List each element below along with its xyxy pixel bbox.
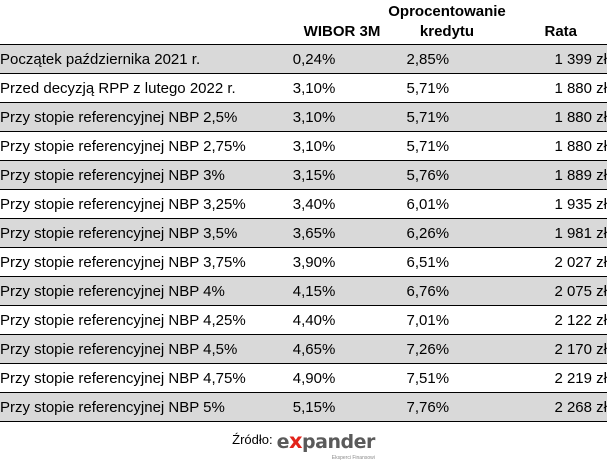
- expander-logo: expander Eksperci Finansowi: [276, 429, 376, 464]
- row-label: Przy stopie referencyjnej NBP 4%: [0, 276, 266, 306]
- row-label: Przy stopie referencyjnej NBP 3,25%: [0, 189, 266, 219]
- cell-oprocentowanie: 7,01%: [362, 305, 494, 335]
- logo-tagline: Eksperci Finansowi: [331, 455, 375, 461]
- logo-prefix: e: [276, 431, 290, 453]
- row-label: Przy stopie referencyjnej NBP 3,75%: [0, 247, 266, 277]
- cell-wibor: 3,90%: [265, 247, 363, 277]
- table-row: Przed decyzją RPP z lutego 2022 r. 3,10% 5…: [0, 73, 607, 103]
- cell-wibor: 4,65%: [265, 334, 363, 364]
- cell-rata: 1 880 zł: [493, 73, 607, 103]
- row-label: Przy stopie referencyjnej NBP 5%: [0, 392, 266, 422]
- table-row: Przy stopie referencyjnej NBP 3,75% 3,90%…: [0, 247, 607, 277]
- cell-oprocentowanie: 7,76%: [362, 392, 494, 422]
- cell-oprocentowanie: 5,71%: [362, 73, 494, 103]
- cell-wibor: 4,90%: [265, 363, 363, 393]
- cell-oprocentowanie: 5,71%: [362, 131, 494, 161]
- cell-wibor: 3,10%: [265, 73, 363, 103]
- cell-rata: 1 935 zł: [493, 189, 607, 219]
- header-wibor: WIBOR 3M: [303, 23, 381, 40]
- cell-rata: 1 889 zł: [493, 160, 607, 190]
- cell-rata: 1 880 zł: [493, 102, 607, 132]
- cell-oprocentowanie: 6,01%: [362, 189, 494, 219]
- cell-oprocentowanie: 5,76%: [362, 160, 494, 190]
- cell-rata: 2 027 zł: [493, 247, 607, 277]
- cell-oprocentowanie: 7,51%: [362, 363, 494, 393]
- cell-wibor: 3,65%: [265, 218, 363, 248]
- table-row: Przy stopie referencyjnej NBP 3,5% 3,65% 6…: [0, 218, 607, 248]
- cell-wibor: 0,24%: [265, 44, 363, 74]
- row-label: Początek października 2021 r.: [0, 44, 266, 74]
- cell-oprocentowanie: 6,76%: [362, 276, 494, 306]
- source-line: Źródło: expander Eksperci Finansowi: [232, 430, 375, 464]
- cell-rata: 1 399 zł: [493, 44, 607, 74]
- logo-suffix: pander: [302, 431, 375, 453]
- cell-oprocentowanie: 6,26%: [362, 218, 494, 248]
- row-label: Przy stopie referencyjnej NBP 4,5%: [0, 334, 266, 364]
- logo-x: x: [289, 429, 303, 453]
- cell-oprocentowanie: 2,85%: [362, 44, 494, 74]
- cell-oprocentowanie: 7,26%: [362, 334, 494, 364]
- source-footer: Źródło: expander Eksperci Finansowi: [0, 430, 607, 468]
- table-row: Przy stopie referencyjnej NBP 4,5% 4,65% 7…: [0, 334, 607, 364]
- cell-rata: 1 880 zł: [493, 131, 607, 161]
- table-row: Przy stopie referencyjnej NBP 2,75% 3,10%…: [0, 131, 607, 161]
- rate-table: Początek października 2021 r. 0,24% 2,85% 1…: [0, 44, 607, 422]
- cell-wibor: 3,15%: [265, 160, 363, 190]
- header-oprocentowanie-line2: kredytu: [419, 23, 475, 40]
- cell-oprocentowanie: 5,71%: [362, 102, 494, 132]
- header-oprocentowanie-line1: Oprocentowanie: [388, 3, 506, 20]
- table-row: Przy stopie referencyjnej NBP 5% 5,15% 7,7…: [0, 392, 607, 422]
- header-oprocentowanie: Oprocentowanie kredytu: [372, 2, 522, 42]
- table-row: Przy stopie referencyjnej NBP 4% 4,15% 6,7…: [0, 276, 607, 306]
- cell-wibor: 5,15%: [265, 392, 363, 422]
- table-row: Przy stopie referencyjnej NBP 3,25% 3,40%…: [0, 189, 607, 219]
- cell-wibor: 4,40%: [265, 305, 363, 335]
- cell-wibor: 3,10%: [265, 102, 363, 132]
- cell-rata: 1 981 zł: [493, 218, 607, 248]
- header-rata-label: Rata: [544, 23, 577, 40]
- row-label: Przy stopie referencyjnej NBP 2,5%: [0, 102, 266, 132]
- cell-rata: 2 170 zł: [493, 334, 607, 364]
- header-rata: Rata: [495, 22, 605, 42]
- row-label: Przy stopie referencyjnej NBP 4,75%: [0, 363, 266, 393]
- table-row: Przy stopie referencyjnej NBP 4,75% 4,90%…: [0, 363, 607, 393]
- expander-logo-wordmark: expander: [276, 429, 376, 453]
- cell-rata: 2 122 zł: [493, 305, 607, 335]
- table-row: Początek października 2021 r. 0,24% 2,85% 1…: [0, 44, 607, 74]
- cell-wibor: 4,15%: [265, 276, 363, 306]
- cell-wibor: 3,40%: [265, 189, 363, 219]
- row-label: Przy stopie referencyjnej NBP 3%: [0, 160, 266, 190]
- cell-wibor: 3,10%: [265, 131, 363, 161]
- row-label: Przy stopie referencyjnej NBP 2,75%: [0, 131, 266, 161]
- cell-rata: 2 075 zł: [493, 276, 607, 306]
- table-row: Przy stopie referencyjnej NBP 2,5% 3,10% 5…: [0, 102, 607, 132]
- source-label: Źródło:: [232, 432, 273, 447]
- row-label: Przy stopie referencyjnej NBP 4,25%: [0, 305, 266, 335]
- rate-table-body: Początek października 2021 r. 0,24% 2,85% 1…: [0, 44, 607, 422]
- cell-rata: 2 219 zł: [493, 363, 607, 393]
- table-row: Przy stopie referencyjnej NBP 4,25% 4,40%…: [0, 305, 607, 335]
- table-row: Przy stopie referencyjnej NBP 3% 3,15% 5,7…: [0, 160, 607, 190]
- table-header: WIBOR 3M Oprocentowanie kredytu Rata: [0, 0, 607, 44]
- row-label: Przy stopie referencyjnej NBP 3,5%: [0, 218, 266, 248]
- row-label: Przed decyzją RPP z lutego 2022 r.: [0, 73, 266, 103]
- cell-rata: 2 268 zł: [493, 392, 607, 422]
- cell-oprocentowanie: 6,51%: [362, 247, 494, 277]
